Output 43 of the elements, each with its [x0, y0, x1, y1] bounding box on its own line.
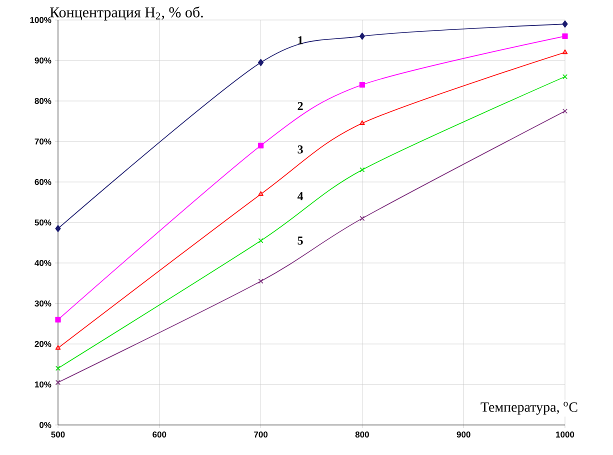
point: [360, 216, 365, 221]
point: [258, 238, 264, 244]
x-tick-label: 700: [254, 432, 268, 438]
point: [562, 49, 568, 54]
point: [360, 120, 365, 125]
point: [359, 32, 365, 40]
point: [562, 20, 568, 28]
series-label: 4: [297, 192, 304, 200]
y-tick-label: 100%: [30, 16, 52, 23]
y-tick-label: 10%: [34, 381, 52, 388]
y-tick-label: 20%: [34, 340, 52, 347]
x-tick-label: 600: [152, 432, 166, 438]
x-tick-label: 800: [355, 432, 369, 438]
x-tick-label: 1000: [556, 432, 574, 438]
x-tick-label: 900: [456, 432, 470, 438]
y-tick-label: 70%: [34, 138, 52, 144]
point: [55, 380, 61, 385]
point: [258, 191, 264, 196]
y-tick-label: 0%: [40, 422, 52, 428]
point: [258, 278, 264, 284]
point: [359, 82, 365, 88]
series-label: 1: [298, 36, 303, 44]
point: [55, 366, 61, 371]
chart-title: Концентрация H$_{2}$, % об.: [50, 6, 203, 20]
point: [562, 108, 568, 114]
y-tick-label: 60%: [34, 178, 52, 185]
y-tick-label: 80%: [34, 98, 52, 104]
point: [55, 316, 61, 322]
y-tick-label: 90%: [34, 57, 52, 64]
point: [360, 167, 365, 172]
x-axis-title: Температура, $^{o}$C: [480, 402, 578, 415]
point: [258, 142, 264, 148]
x-tick-label: 500: [51, 432, 65, 438]
point: [258, 58, 264, 66]
series-label: 2: [298, 102, 303, 110]
y-tick-label: 50%: [34, 219, 52, 226]
series-label: 5: [298, 236, 303, 245]
series-label: 3: [298, 145, 303, 154]
point: [562, 74, 568, 80]
y-tick-label: 30%: [34, 300, 52, 306]
point: [562, 33, 568, 39]
y-tick-label: 40%: [34, 260, 52, 266]
point: [55, 224, 61, 232]
